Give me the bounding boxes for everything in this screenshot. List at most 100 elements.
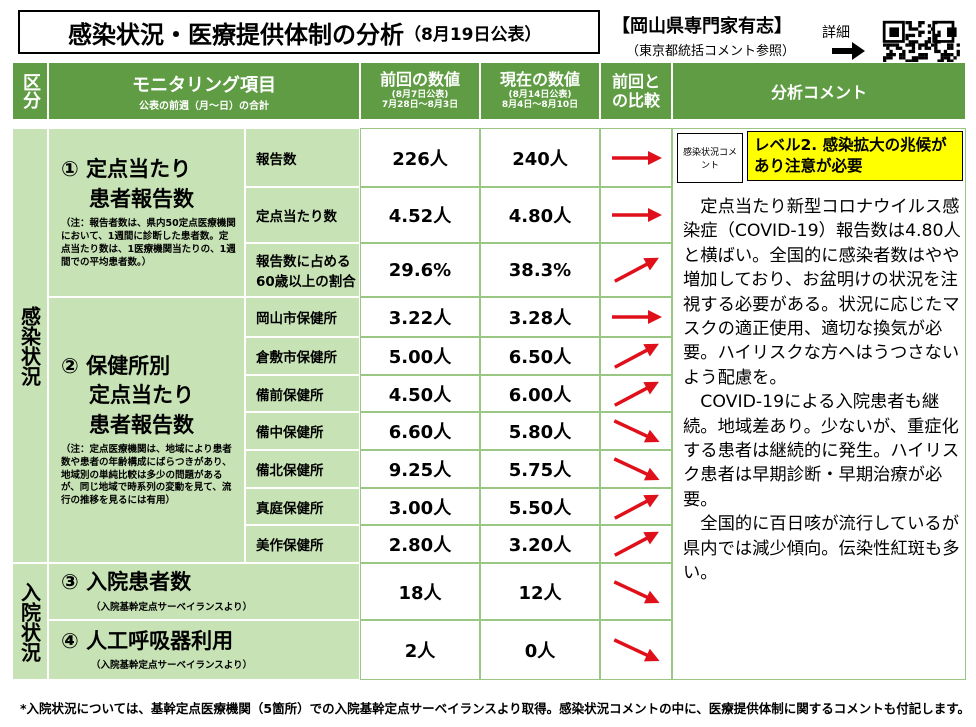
prev-value: 5.00人: [360, 337, 480, 375]
comment-body: 定点当たり新型コロナウイルス感染症（COVID-19）報告数は4.80人と横ばい…: [683, 195, 963, 635]
prev-value: 226人: [360, 128, 480, 187]
row-label: 真庭保健所: [245, 488, 360, 525]
group-note: （入院基幹定点サーベイランスより）: [91, 660, 253, 672]
trend-arrow: [613, 494, 659, 520]
detail-arrow: [832, 42, 865, 60]
trend-arrow: [613, 579, 660, 603]
curr-value: 12人: [480, 563, 600, 620]
table: 区分 モニタリング項目 公表の前週（月～日）の合計 前回の数値 (8月7日公表) 7月28…: [12, 62, 966, 682]
row-label: 美作保健所: [245, 525, 360, 563]
prev-value: 9.25人: [360, 450, 480, 488]
comment-area: 感染状況コメント レベル2. 感染拡大の兆候があり注意が必要定点当たり新型コロナウ…: [672, 128, 966, 680]
footnote: *入院状況については、基幹定点医療機関（5箇所）での入院基幹定点サーベイランスよ…: [20, 701, 970, 716]
org-note: （東京都統括コメント参照）: [626, 44, 796, 59]
compare-cell: [600, 243, 672, 297]
group-note: （入院基幹定点サーベイランスより）: [91, 601, 253, 613]
header-curr-date: (8月14日公表): [508, 89, 572, 100]
trend-arrow: [612, 150, 662, 165]
group-title: ③ 入院患者数: [61, 570, 192, 595]
compare-cell: [600, 187, 672, 243]
group-title: ① 定点当たり: [61, 157, 192, 182]
group-title: 患者報告数: [89, 186, 194, 211]
group-label: ② 保健所別定点当たり患者報告数 （注：定点医療機関は、地域により患者数や患者の年…: [48, 297, 245, 563]
row-label: 報告数に占める60歳以上の割合: [245, 243, 360, 297]
compare-cell: [600, 337, 672, 375]
comment-level: レベル2. 感染拡大の兆候があり注意が必要: [747, 131, 963, 181]
group-label: ④ 人工呼吸器利用 （入院基幹定点サーベイランスより）: [48, 620, 360, 680]
row-label: 備北保健所: [245, 450, 360, 488]
compare-cell: [600, 128, 672, 187]
title: 感染状況・医療提供体制の分析: [68, 20, 404, 49]
trend-arrow: [613, 343, 659, 369]
group-label: ③ 入院患者数 （入院基幹定点サーベイランスより）: [48, 563, 360, 620]
row-label: 備中保健所: [245, 412, 360, 450]
trend-arrow: [612, 310, 662, 324]
comment-label: 感染状況コメント: [677, 133, 743, 183]
row-label: 備前保健所: [245, 375, 360, 412]
group-note: （注：報告者数は、県内50定点医療機関において、1週間に診断した患者数。定点当た…: [61, 218, 236, 268]
title-date: （8月19日公表）: [404, 24, 542, 45]
detail-label: 詳細: [822, 25, 850, 41]
header-prev-date: (8月7日公表): [391, 89, 449, 100]
trend-arrow: [613, 381, 659, 407]
prev-value: 3.22人: [360, 297, 480, 337]
header-curr-title: 現在の数値: [499, 70, 580, 90]
header-comment: 分析コメント: [672, 62, 966, 120]
curr-value: 240人: [480, 128, 600, 187]
row-label: 倉敷市保健所: [245, 337, 360, 375]
compare-cell: [600, 563, 672, 620]
curr-value: 6.00人: [480, 375, 600, 412]
compare-cell: [600, 620, 672, 680]
header-prev-range: 7月28日～8月3日: [381, 100, 459, 111]
curr-value: 3.20人: [480, 525, 600, 563]
comment-paragraph: 全国的に百日咳が流行しているが県内では減少傾向。伝染性紅斑も多い。: [683, 514, 960, 584]
prev-value: 4.52人: [360, 187, 480, 243]
section-label: 感染状況: [12, 128, 48, 563]
compare-cell: [600, 297, 672, 337]
compare-cell: [600, 488, 672, 525]
org: 【岡山県専門家有志】: [612, 16, 792, 37]
header-category: 区分: [12, 62, 48, 120]
section-label: 入院状況: [12, 563, 48, 680]
group-note: （注：定点医療機関は、地域により患者数や患者の年齢構成にばらつきがあり、地域別の…: [61, 444, 232, 507]
curr-value: 3.28人: [480, 297, 600, 337]
curr-value: 4.80人: [480, 187, 600, 243]
title-box: 感染状況・医療提供体制の分析 （8月19日公表）: [18, 10, 600, 54]
prev-value: 3.00人: [360, 488, 480, 525]
header-curr: 現在の数値 (8月14日公表) 8月4日～8月10日: [480, 62, 600, 120]
header-prev: 前回の数値 (8月7日公表) 7月28日～8月3日: [360, 62, 480, 120]
curr-value: 5.75人: [480, 450, 600, 488]
prev-value: 29.6%: [360, 243, 480, 297]
header-compare: 前回との比較: [600, 62, 672, 120]
row-label: 報告数: [245, 128, 360, 187]
header-item-category: モニタリング項目: [132, 74, 276, 96]
prev-value: 2人: [360, 620, 480, 680]
curr-value: 6.50人: [480, 337, 600, 375]
group-title: 定点当たり: [89, 383, 194, 408]
trend-arrow: [613, 531, 659, 557]
group-title: ④ 人工呼吸器利用: [61, 628, 234, 653]
trend-arrow: [613, 419, 660, 443]
prev-value: 2.80人: [360, 525, 480, 563]
row-label: 定点当たり数: [245, 187, 360, 243]
header-item-category-note: 公表の前週（月～日）の合計: [139, 100, 269, 112]
trend-arrow: [613, 457, 660, 481]
comment-paragraph: 定点当たり新型コロナウイルス感染症（COVID-19）報告数は4.80人と横ばい…: [683, 197, 961, 388]
trend-arrow: [613, 638, 660, 662]
group-title: ② 保健所別: [61, 353, 171, 378]
row-label: 岡山市保健所: [245, 297, 360, 337]
compare-cell: [600, 412, 672, 450]
prev-value: 6.60人: [360, 412, 480, 450]
group-title: 患者報告数: [89, 412, 194, 437]
prev-value: 18人: [360, 563, 480, 620]
trend-arrow: [613, 257, 659, 283]
curr-value: 5.50人: [480, 488, 600, 525]
curr-value: 38.3%: [480, 243, 600, 297]
curr-value: 0人: [480, 620, 600, 680]
comment-paragraph: COVID-19による入院患者も継続。地域差あり。少ないが、重症化する患者は継続…: [683, 392, 960, 510]
compare-cell: [600, 375, 672, 412]
header-prev-title: 前回の数値: [379, 70, 460, 90]
header-item: モニタリング項目公表の前週（月～日）の合計: [48, 62, 360, 120]
group-label: ① 定点当たり患者報告数 （注：報告者数は、県内50定点医療機関において、1週間に…: [48, 128, 245, 297]
